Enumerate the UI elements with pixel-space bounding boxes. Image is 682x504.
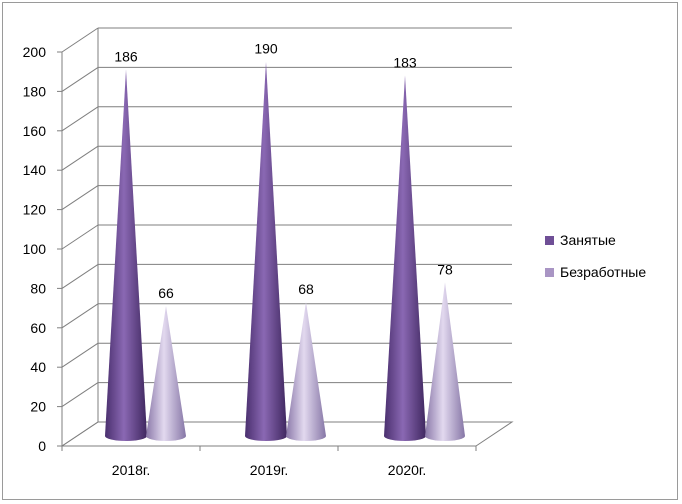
cone-unemployed: [425, 282, 465, 441]
legend-label: Занятые: [560, 232, 616, 248]
gridline-side: [61, 382, 99, 408]
legend-swatch: [545, 235, 554, 245]
gridline-side: [61, 27, 99, 53]
cone-unemployed: [286, 302, 326, 441]
legend-label: Безработные: [560, 264, 647, 280]
legend-item: Безработные: [545, 256, 646, 288]
gridline-side: [61, 224, 99, 250]
x-tick-label: 2020г.: [388, 462, 426, 478]
gridline-side: [61, 303, 99, 329]
gridline-side: [61, 342, 99, 368]
data-label: 186: [114, 49, 138, 65]
cone-employed: [245, 61, 287, 441]
gridline-side: [61, 106, 99, 132]
cone-body: [425, 282, 465, 441]
legend-swatch: [545, 267, 554, 277]
x-axis: 2018г. 2019г. 2020г.: [61, 445, 477, 478]
cone-body: [245, 61, 287, 441]
legend: Занятые Безработные: [545, 224, 646, 288]
cone-body: [286, 302, 326, 441]
y-tick-label: 180: [23, 83, 47, 99]
data-label: 190: [254, 41, 278, 57]
y-tick-label: 200: [23, 44, 47, 60]
cone-body: [384, 75, 426, 442]
cone-employed: [384, 75, 426, 442]
x-tick-label: 2018г.: [112, 462, 150, 478]
y-tick-label: 80: [30, 280, 46, 296]
data-labels: 186 190 183 66 68 78: [114, 41, 453, 301]
y-tick-label: 40: [30, 359, 46, 375]
plot-area: [105, 61, 465, 442]
gridline-side: [61, 185, 99, 211]
legend-item: Занятые: [545, 224, 646, 256]
cone-body: [105, 69, 147, 441]
gridline-side: [61, 145, 99, 171]
gridline-side: [61, 66, 99, 92]
cone-body: [146, 305, 186, 441]
cone-unemployed: [146, 305, 186, 441]
y-axis: 0 20 40 60 80 100 120 140 160 180 200: [23, 44, 63, 454]
y-tick-label: 120: [23, 202, 47, 218]
gridline-side: [61, 421, 99, 447]
y-tick-label: 100: [23, 241, 47, 257]
data-label: 78: [437, 261, 453, 277]
x-tick-label: 2019г.: [250, 462, 288, 478]
y-tick-label: 0: [38, 438, 46, 454]
data-label: 68: [298, 281, 314, 297]
cone-employed: [105, 69, 147, 441]
y-tick-label: 20: [30, 399, 46, 415]
gridline-side: [61, 263, 99, 289]
y-tick-label: 140: [23, 162, 47, 178]
data-label: 66: [158, 285, 174, 301]
data-label: 183: [393, 54, 417, 70]
y-tick-label: 60: [30, 320, 46, 336]
y-tick-label: 160: [23, 123, 47, 139]
